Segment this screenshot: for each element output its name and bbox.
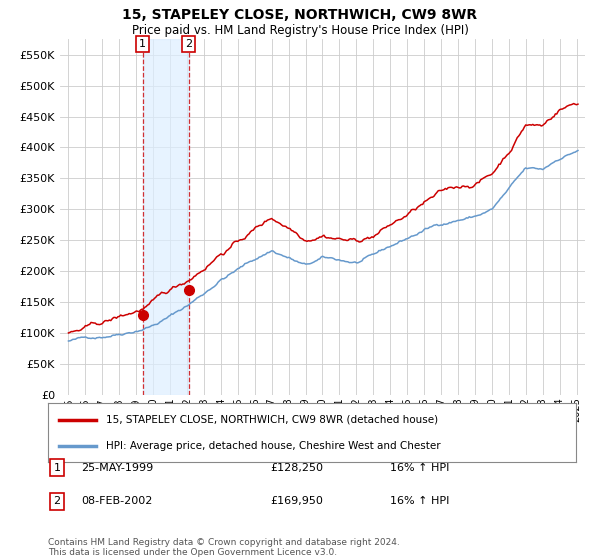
Text: 25-MAY-1999: 25-MAY-1999 xyxy=(81,463,153,473)
Text: 2: 2 xyxy=(53,496,61,506)
Text: 16% ↑ HPI: 16% ↑ HPI xyxy=(390,463,449,473)
Text: 2: 2 xyxy=(185,39,192,49)
Text: £169,950: £169,950 xyxy=(270,496,323,506)
Text: Contains HM Land Registry data © Crown copyright and database right 2024.
This d: Contains HM Land Registry data © Crown c… xyxy=(48,538,400,557)
Text: £128,250: £128,250 xyxy=(270,463,323,473)
Text: 08-FEB-2002: 08-FEB-2002 xyxy=(81,496,152,506)
Text: HPI: Average price, detached house, Cheshire West and Chester: HPI: Average price, detached house, Ches… xyxy=(106,441,441,451)
Text: 15, STAPELEY CLOSE, NORTHWICH, CW9 8WR (detached house): 15, STAPELEY CLOSE, NORTHWICH, CW9 8WR (… xyxy=(106,414,438,424)
Text: 15, STAPELEY CLOSE, NORTHWICH, CW9 8WR: 15, STAPELEY CLOSE, NORTHWICH, CW9 8WR xyxy=(122,8,478,22)
Text: 1: 1 xyxy=(139,39,146,49)
Bar xyxy=(143,39,189,395)
Text: Price paid vs. HM Land Registry's House Price Index (HPI): Price paid vs. HM Land Registry's House … xyxy=(131,24,469,36)
Text: 16% ↑ HPI: 16% ↑ HPI xyxy=(390,496,449,506)
Text: 1: 1 xyxy=(53,463,61,473)
